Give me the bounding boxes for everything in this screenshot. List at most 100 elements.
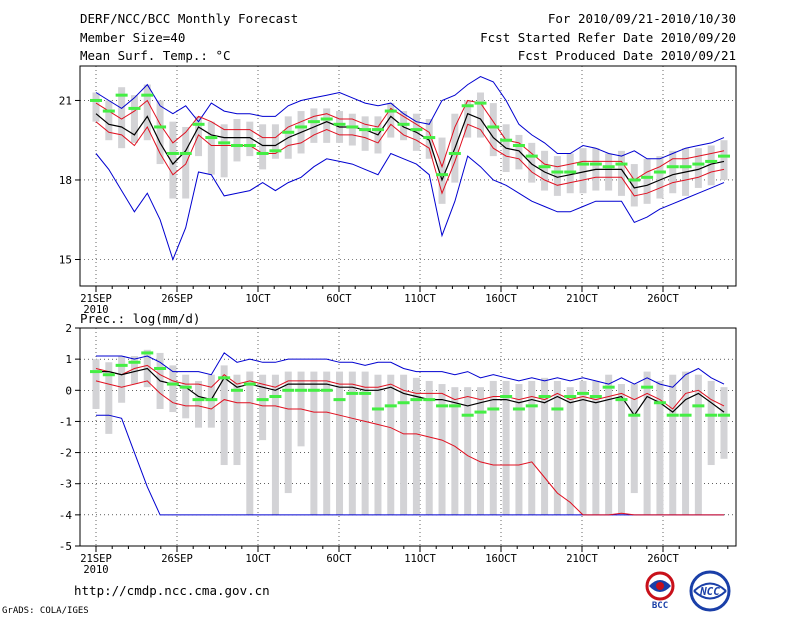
prec-q25-line [95,380,724,516]
ncc-logo-icon: NCC [689,570,731,612]
temp-box [656,156,664,199]
prec-box [233,374,241,466]
temp-median-mark [628,178,641,182]
temp-median-mark [653,170,666,174]
temp-box [515,134,523,170]
temp-box [387,103,395,138]
temp-median-mark [718,154,730,158]
prec-median-mark [474,410,487,414]
prec-box [605,374,613,515]
temp-median-mark [512,144,525,148]
temp-box [143,84,151,141]
prec-frame [79,327,737,547]
prec-median-mark [653,401,666,405]
temp-box [464,100,472,138]
temp-box [246,121,254,157]
prec-mean-line [96,367,725,417]
precip-panel-title: Prec.: log(mm/d) [80,311,201,326]
prec-box [694,374,702,515]
prec-box [515,384,523,515]
temp-box [630,164,638,207]
temp-median-mark [243,144,256,148]
temp-panel: 15 18 21 21SEP 26SEP 1OCT 6OCT 11OCT 16OCT 21OCT 2… [59,65,737,316]
prec-box [412,377,420,515]
prec-median-mark [692,404,705,408]
prec-median-mark [166,382,179,386]
temp-median-mark [166,151,179,155]
prec-median-mark [423,398,436,402]
temp-box [541,150,549,191]
prec-box [130,356,138,385]
prec-xtick-label: 21SEP [80,553,112,565]
prec-box [169,365,177,413]
prec-xtick-label: 6OCT [326,553,352,565]
header-variable: Mean Surf. Temp.: °C [80,48,231,63]
bcc-logo-icon: BCC [645,571,675,610]
prec-median-mark [102,373,115,377]
prec-median-mark [718,413,730,417]
prec-ytick-label: 1 [65,353,72,366]
prec-median-mark [397,401,410,405]
prec-median-mark [218,376,231,380]
prec-median-mark [525,404,538,408]
prec-box [323,371,331,515]
prec-box [476,387,484,515]
prec-ytick-label: -2 [59,447,72,460]
temp-box [195,116,203,157]
temp-xtick-label: 26SEP [161,293,193,305]
temp-median-mark [666,165,679,169]
prec-box [246,371,254,515]
prec-median-mark [500,395,513,399]
temp-median-mark [282,130,295,134]
temp-xtick-label: 26OCT [647,293,679,305]
temp-box [92,92,100,122]
prec-median-mark [705,413,718,417]
prec-xtick-label: 26SEP [161,553,193,565]
temp-xtick-label: 11OCT [404,293,436,305]
prec-box [707,380,715,466]
temp-xtick-label: 6OCT [326,293,352,305]
temp-box [707,145,715,186]
prec-box [361,371,369,515]
prec-box [310,371,318,515]
prec-median-mark [487,407,500,411]
prec-median-mark [269,395,282,399]
temp-box [271,124,279,159]
prec-box [617,384,625,515]
temp-box [694,148,702,188]
temp-median-mark [295,125,308,129]
temp-median-mark [218,141,231,145]
temp-median-mark [307,120,320,124]
prec-box [92,359,100,409]
temp-min-line [95,152,725,261]
prec-median-mark [179,385,192,389]
prec-median-mark [538,395,551,399]
temp-median-mark [141,93,154,97]
temp-box [643,158,651,204]
temp-median-mark [500,138,513,142]
prec-median-mark [577,391,590,395]
temp-median-mark [692,162,705,166]
temp-median-mark [205,136,218,140]
temp-median-mark [448,151,461,155]
temp-median-mark [115,93,128,97]
footer-url[interactable]: http://cmdp.ncc.cma.gov.cn [74,583,270,598]
prec-median-mark [154,366,167,370]
temp-median-mark [436,173,449,177]
temp-median-mark [179,151,192,155]
temp-median-mark [705,159,718,163]
temp-median-mark [230,144,243,148]
temp-ytick-label: 15 [59,253,72,266]
temp-median-mark [269,149,282,153]
prec-box [182,374,190,419]
header-refer-date: Fcst Started Refer Date 2010/09/20 [480,30,736,45]
temp-box [323,108,331,143]
prec-median-mark [205,398,218,402]
temp-box [489,103,497,157]
prec-box [528,380,536,515]
prec-box [643,371,651,515]
temp-median-mark [90,98,102,102]
prec-box [592,380,600,515]
prec-box [720,387,728,459]
prec-box [656,380,664,515]
